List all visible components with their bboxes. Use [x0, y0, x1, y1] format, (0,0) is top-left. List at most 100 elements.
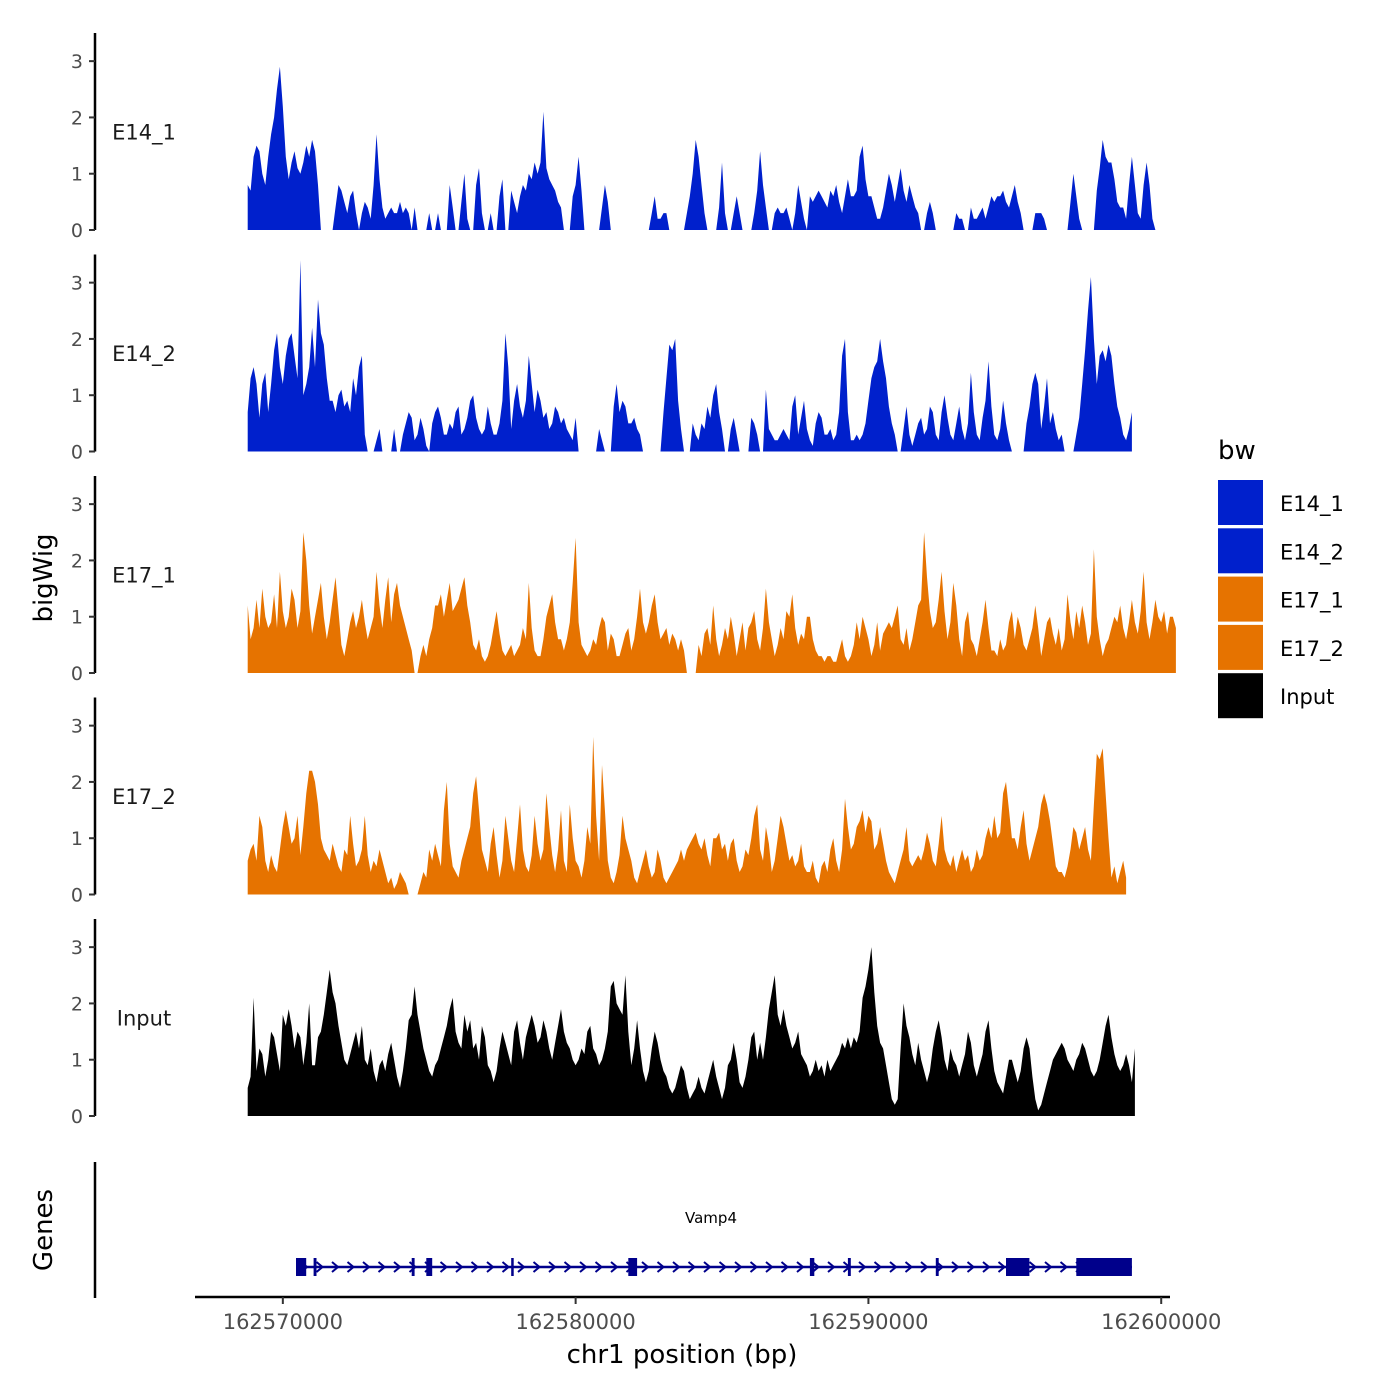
x-tick-label: 162570000	[223, 1310, 343, 1334]
y-tick-label: 0	[71, 1106, 83, 1128]
strand-arrow	[780, 1261, 790, 1273]
exon	[511, 1258, 514, 1276]
y-tick-label: 2	[71, 329, 83, 351]
x-axis: 162570000 162580000 162590000 162600000 chr…	[195, 1295, 1221, 1370]
x-tick-label: 162590000	[808, 1310, 928, 1334]
exon	[935, 1258, 939, 1276]
signal-area	[247, 260, 1132, 452]
y-tick-label: 2	[71, 993, 83, 1015]
exon	[1076, 1258, 1132, 1276]
strand-arrow	[315, 1261, 325, 1273]
exon	[313, 1258, 317, 1276]
signal-area	[247, 66, 1156, 230]
signal-tracks: 0 1 2 3 E14_1 0 1 2 3 E14_2 0 1 2 3 E17_1 0 1 2 3 E17_2 0 1 2 3…	[71, 33, 1176, 1128]
legend-label: E17_2	[1280, 637, 1344, 662]
track-label: E17_1	[112, 564, 176, 589]
track-label: Input	[117, 1007, 171, 1031]
legend-swatch	[1218, 624, 1263, 670]
track-e14-2: 0 1 2 3 E14_2	[71, 254, 1132, 464]
strand-arrow	[811, 1261, 821, 1273]
strand-arrow	[1059, 1261, 1069, 1273]
exon	[296, 1258, 307, 1276]
legend-swatch	[1218, 673, 1263, 719]
y-tick-label: 0	[71, 442, 83, 464]
legend-items: E14_1 E14_2 E17_1 E17_2 Input	[1218, 480, 1344, 719]
strand-arrow	[920, 1261, 929, 1273]
strand-arrow	[765, 1261, 774, 1273]
y-tick-label: 1	[71, 385, 83, 407]
strand-arrow	[486, 1261, 495, 1273]
strand-arrow	[362, 1261, 371, 1273]
track-input: 0 1 2 3 Input	[71, 919, 1135, 1128]
y-tick-label: 0	[71, 663, 83, 685]
strand-arrow	[656, 1261, 666, 1273]
strand-arrow	[796, 1261, 805, 1273]
legend-swatch	[1218, 528, 1263, 574]
legend-swatch	[1218, 576, 1263, 622]
strand-arrow	[548, 1261, 557, 1273]
exon	[847, 1258, 851, 1276]
exon	[809, 1258, 815, 1276]
signal-area	[247, 532, 1176, 673]
y-tick-label: 0	[71, 220, 83, 242]
x-tick-label: 162600000	[1101, 1310, 1221, 1334]
track-e14-1: 0 1 2 3 E14_1	[71, 33, 1156, 242]
x-ticks: 162570000 162580000 162590000 162600000	[223, 1297, 1221, 1334]
strand-arrow	[873, 1261, 883, 1273]
strand-arrow	[594, 1261, 604, 1273]
legend: bw E14_1 E14_2 E17_1 E17_2 Input	[1218, 436, 1344, 719]
y-tick-label: 0	[71, 885, 83, 907]
x-tick-label: 162580000	[516, 1310, 636, 1334]
gene-track: Genes Vamp4	[29, 1162, 1132, 1298]
strand-arrow	[997, 1261, 1007, 1273]
gene-model	[296, 1258, 1132, 1276]
strand-arrow	[439, 1261, 449, 1273]
track-label: E17_2	[112, 785, 176, 810]
strand-arrow	[641, 1261, 650, 1273]
track-e17-2: 0 1 2 3 E17_2	[71, 697, 1127, 907]
signal-area	[247, 947, 1135, 1116]
exon	[426, 1258, 433, 1276]
y-tick-label: 3	[71, 273, 83, 295]
strand-arrow	[703, 1261, 712, 1273]
strand-arrow	[331, 1261, 340, 1273]
gene-track-label: Genes	[29, 1189, 59, 1271]
strand-arrow	[393, 1261, 402, 1273]
strand-arrow	[734, 1261, 743, 1273]
strand-arrow	[718, 1261, 728, 1273]
y-axis-title: bigWig	[29, 533, 59, 622]
legend-label: E14_2	[1280, 540, 1344, 565]
gene-name-label: Vamp4	[685, 1209, 737, 1227]
exon	[628, 1258, 638, 1276]
strand-arrow	[1028, 1261, 1038, 1273]
strand-arrow	[951, 1261, 960, 1273]
strand-arrow	[889, 1261, 898, 1273]
strand-arrow	[1044, 1261, 1053, 1273]
signal-area	[247, 736, 1127, 895]
strand-arrow	[749, 1261, 759, 1273]
strand-arrow	[346, 1261, 356, 1273]
y-tick-label: 2	[71, 772, 83, 794]
legend-label: E17_1	[1280, 589, 1344, 614]
legend-title: bw	[1218, 436, 1256, 466]
y-tick-label: 1	[71, 164, 83, 186]
y-tick-label: 1	[71, 1050, 83, 1072]
y-tick-label: 2	[71, 107, 83, 129]
track-e17-1: 0 1 2 3 E17_1	[71, 476, 1176, 685]
strand-arrow	[858, 1261, 867, 1273]
strand-arrow	[501, 1261, 511, 1273]
strand-arrow	[532, 1261, 542, 1273]
track-label: E14_2	[112, 342, 176, 367]
exon	[411, 1258, 415, 1276]
legend-label: Input	[1280, 685, 1334, 709]
exon	[1006, 1258, 1030, 1276]
y-tick-label: 3	[71, 494, 83, 516]
y-tick-label: 3	[71, 716, 83, 738]
strand-arrow	[377, 1261, 387, 1273]
strand-arrow	[827, 1261, 836, 1273]
legend-label: E14_1	[1280, 492, 1344, 517]
track-label: E14_1	[112, 121, 176, 146]
strand-arrow	[904, 1261, 914, 1273]
strand-arrow	[563, 1261, 573, 1273]
